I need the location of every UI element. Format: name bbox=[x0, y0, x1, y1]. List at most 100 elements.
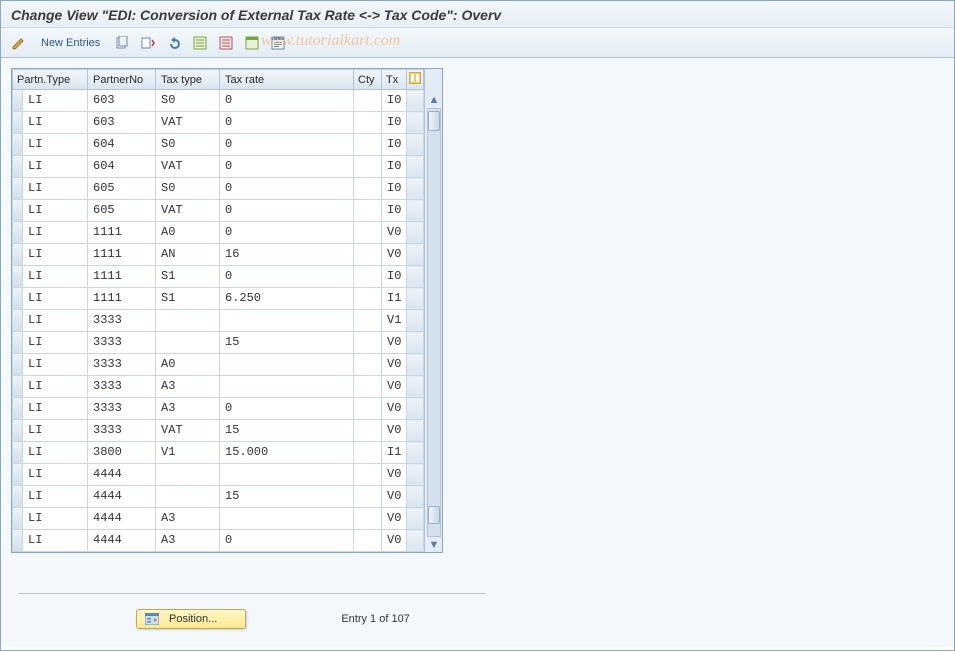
row-selector-handle[interactable] bbox=[13, 244, 23, 265]
cell-cty[interactable] bbox=[354, 310, 382, 332]
col-header-tax-type[interactable]: Tax type bbox=[156, 70, 220, 90]
cell-cty[interactable] bbox=[354, 156, 382, 178]
cell-partn[interactable]: LI bbox=[13, 178, 88, 200]
cell-trate[interactable]: 0 bbox=[220, 200, 354, 222]
col-header-tax-rate[interactable]: Tax rate bbox=[220, 70, 354, 90]
row-selector-handle[interactable] bbox=[13, 398, 23, 419]
cell-tx[interactable]: V0 bbox=[382, 398, 407, 420]
cell-ttype[interactable]: A3 bbox=[156, 398, 220, 420]
table-row[interactable]: LI1111A00V0 bbox=[13, 222, 424, 244]
row-selector-handle[interactable] bbox=[13, 90, 23, 111]
cell-pno[interactable]: 604 bbox=[88, 156, 156, 178]
cell-pno[interactable]: 1111 bbox=[88, 222, 156, 244]
cell-tx[interactable]: V0 bbox=[382, 354, 407, 376]
cell-trate[interactable]: 0 bbox=[220, 266, 354, 288]
cell-ttype[interactable]: A0 bbox=[156, 222, 220, 244]
cell-tx[interactable]: I0 bbox=[382, 156, 407, 178]
cell-partn[interactable]: LI bbox=[13, 200, 88, 222]
cell-trate[interactable] bbox=[220, 354, 354, 376]
row-selector-handle[interactable] bbox=[13, 266, 23, 287]
cell-trate[interactable]: 15.000 bbox=[220, 442, 354, 464]
table-row[interactable]: LI603VAT0I0 bbox=[13, 112, 424, 134]
cell-ttype[interactable] bbox=[156, 464, 220, 486]
row-selector-handle[interactable] bbox=[13, 288, 23, 309]
cell-cty[interactable] bbox=[354, 486, 382, 508]
cell-trate[interactable]: 0 bbox=[220, 156, 354, 178]
cell-ttype[interactable] bbox=[156, 332, 220, 354]
cell-ttype[interactable]: A3 bbox=[156, 508, 220, 530]
cell-cty[interactable] bbox=[354, 354, 382, 376]
cell-trate[interactable]: 15 bbox=[220, 486, 354, 508]
scroll-track[interactable] bbox=[427, 108, 441, 537]
scroll-down-arrow[interactable]: ▼ bbox=[427, 538, 441, 552]
row-selector-handle[interactable] bbox=[13, 508, 23, 529]
table-row[interactable]: LI3333A0V0 bbox=[13, 354, 424, 376]
vertical-scrollbar[interactable]: ▲ ▼ bbox=[424, 69, 442, 552]
cell-partn[interactable]: LI bbox=[13, 90, 88, 112]
cell-tx[interactable]: I0 bbox=[382, 134, 407, 156]
cell-cty[interactable] bbox=[354, 112, 382, 134]
cell-pno[interactable]: 3333 bbox=[88, 420, 156, 442]
row-selector-handle[interactable] bbox=[13, 178, 23, 199]
table-settings-icon[interactable] bbox=[242, 33, 262, 53]
table-row[interactable]: LI3333VAT15V0 bbox=[13, 420, 424, 442]
row-selector-handle[interactable] bbox=[13, 486, 23, 507]
cell-ttype[interactable]: S0 bbox=[156, 178, 220, 200]
cell-cty[interactable] bbox=[354, 508, 382, 530]
cell-partn[interactable]: LI bbox=[13, 310, 88, 332]
cell-ttype[interactable]: S1 bbox=[156, 266, 220, 288]
cell-trate[interactable]: 15 bbox=[220, 332, 354, 354]
cell-pno[interactable]: 603 bbox=[88, 112, 156, 134]
scroll-thumb[interactable] bbox=[428, 111, 440, 131]
cell-tx[interactable]: V0 bbox=[382, 508, 407, 530]
cell-trate[interactable]: 0 bbox=[220, 178, 354, 200]
table-row[interactable]: LI3333V1 bbox=[13, 310, 424, 332]
cell-partn[interactable]: LI bbox=[13, 442, 88, 464]
cell-trate[interactable]: 0 bbox=[220, 530, 354, 552]
table-row[interactable]: LI3333A3V0 bbox=[13, 376, 424, 398]
cell-tx[interactable]: I0 bbox=[382, 266, 407, 288]
scroll-up-arrow[interactable]: ▲ bbox=[427, 93, 441, 107]
col-header-tx[interactable]: Tx bbox=[382, 70, 407, 90]
position-button[interactable]: Position... bbox=[136, 609, 246, 629]
row-selector-handle[interactable] bbox=[13, 376, 23, 397]
cell-pno[interactable]: 3800 bbox=[88, 442, 156, 464]
cell-cty[interactable] bbox=[354, 376, 382, 398]
cell-partn[interactable]: LI bbox=[13, 332, 88, 354]
table-row[interactable]: LI3800V115.000I1 bbox=[13, 442, 424, 464]
cell-cty[interactable] bbox=[354, 464, 382, 486]
cell-partn[interactable]: LI bbox=[13, 244, 88, 266]
cell-ttype[interactable]: S0 bbox=[156, 134, 220, 156]
cell-ttype[interactable]: V1 bbox=[156, 442, 220, 464]
cell-cty[interactable] bbox=[354, 178, 382, 200]
print-icon[interactable] bbox=[268, 33, 288, 53]
deselect-all-icon[interactable] bbox=[216, 33, 236, 53]
cell-ttype[interactable]: S1 bbox=[156, 288, 220, 310]
cell-ttype[interactable]: A0 bbox=[156, 354, 220, 376]
cell-pno[interactable]: 4444 bbox=[88, 508, 156, 530]
cell-partn[interactable]: LI bbox=[13, 288, 88, 310]
cell-ttype[interactable]: S0 bbox=[156, 90, 220, 112]
cell-tx[interactable]: V0 bbox=[382, 464, 407, 486]
cell-cty[interactable] bbox=[354, 398, 382, 420]
cell-trate[interactable] bbox=[220, 310, 354, 332]
table-row[interactable]: LI1111S16.250I1 bbox=[13, 288, 424, 310]
cell-partn[interactable]: LI bbox=[13, 354, 88, 376]
cell-tx[interactable]: V0 bbox=[382, 222, 407, 244]
cell-pno[interactable]: 603 bbox=[88, 90, 156, 112]
cell-tx[interactable]: V0 bbox=[382, 332, 407, 354]
cell-tx[interactable]: I0 bbox=[382, 200, 407, 222]
cell-trate[interactable]: 16 bbox=[220, 244, 354, 266]
row-selector-handle[interactable] bbox=[13, 530, 23, 551]
cell-partn[interactable]: LI bbox=[13, 420, 88, 442]
cell-pno[interactable]: 4444 bbox=[88, 530, 156, 552]
table-row[interactable]: LI605VAT0I0 bbox=[13, 200, 424, 222]
row-selector-handle[interactable] bbox=[13, 222, 23, 243]
row-selector-handle[interactable] bbox=[13, 354, 23, 375]
cell-ttype[interactable]: VAT bbox=[156, 200, 220, 222]
cell-tx[interactable]: V0 bbox=[382, 530, 407, 552]
cell-pno[interactable]: 604 bbox=[88, 134, 156, 156]
cell-pno[interactable]: 4444 bbox=[88, 486, 156, 508]
cell-cty[interactable] bbox=[354, 266, 382, 288]
cell-cty[interactable] bbox=[354, 530, 382, 552]
